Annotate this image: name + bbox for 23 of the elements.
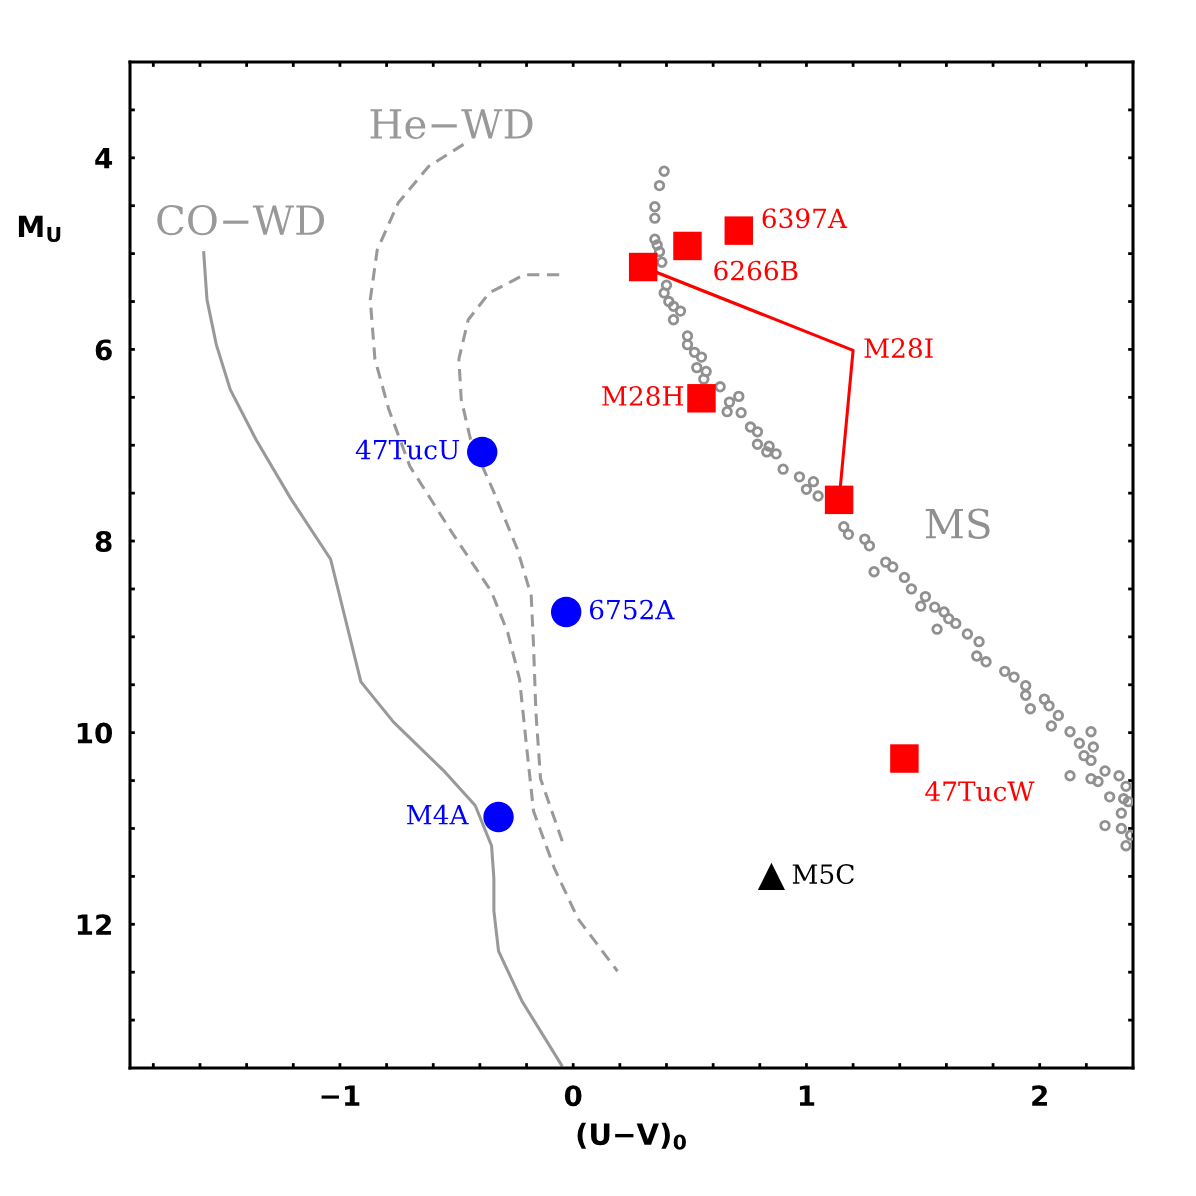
annotation: M28H — [602, 385, 684, 406]
x-tick-label: 0 — [564, 1085, 582, 1107]
annotation: M28I — [864, 338, 933, 359]
annotation: M5C — [792, 864, 854, 885]
y-tick-label: 8 — [95, 530, 112, 552]
annotation: M4A — [406, 804, 469, 825]
annotation: 47TucU — [355, 439, 460, 460]
x-tick-label: −1 — [321, 1085, 360, 1106]
annotation: 6752A — [589, 599, 675, 620]
x-tick-label: 1 — [799, 1085, 815, 1106]
annotation: 6266B — [714, 260, 798, 281]
annotation: 6397A — [762, 208, 848, 229]
y-axis-title: M$_{U}$ — [18, 215, 61, 243]
x-tick-label: 2 — [1032, 1085, 1047, 1106]
y-tick-label: 4 — [95, 148, 113, 169]
y-tick-label: 10 — [77, 722, 113, 744]
annotation: He−WD — [370, 109, 533, 140]
y-tick-label: 6 — [95, 339, 112, 361]
y-tick-label: 12 — [77, 914, 111, 935]
x-axis-title: (U−V)$_{0}$ — [577, 1122, 686, 1150]
annotation: 47TucW — [925, 781, 1035, 802]
annotation: MS — [925, 508, 990, 539]
annotation: CO−WD — [157, 204, 325, 236]
